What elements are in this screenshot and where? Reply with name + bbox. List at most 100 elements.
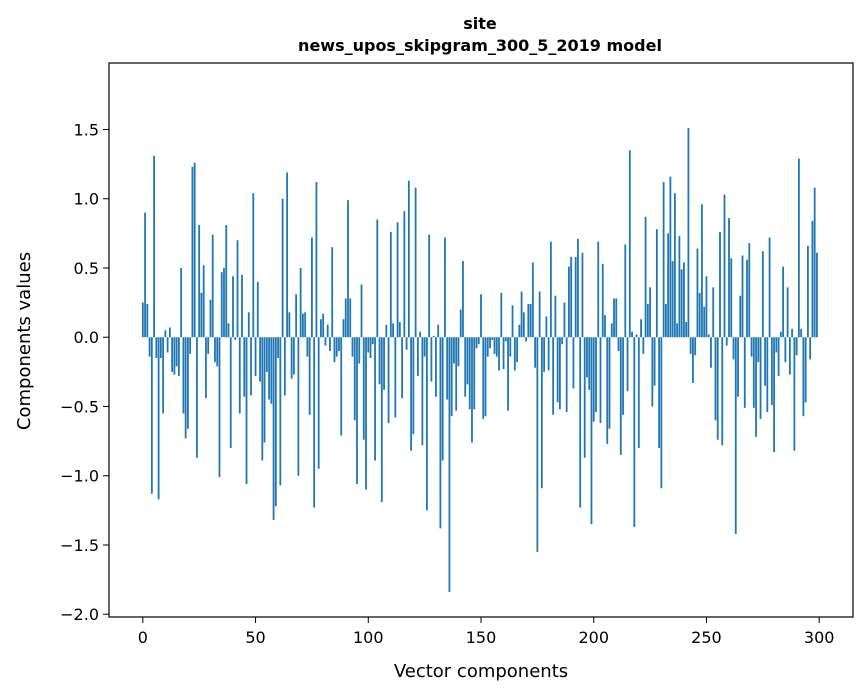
bar-128 — [430, 337, 433, 382]
bar-292 — [800, 328, 803, 338]
bar-225 — [649, 287, 651, 338]
bar-252 — [710, 337, 712, 368]
bar-279 — [770, 337, 773, 406]
bar-283 — [779, 331, 782, 338]
bar-178 — [543, 337, 546, 372]
bar-46 — [245, 337, 248, 485]
bar-133 — [441, 337, 444, 461]
bar-177 — [540, 337, 543, 489]
bar-215 — [626, 337, 629, 392]
bar-83 — [329, 337, 331, 352]
bar-24 — [196, 337, 198, 458]
bar-132 — [439, 337, 442, 529]
bar-233 — [667, 233, 670, 338]
bar-282 — [777, 337, 780, 377]
bar-160 — [502, 337, 505, 370]
bar-189 — [568, 266, 570, 338]
bar-141 — [459, 309, 462, 338]
bar-210 — [615, 298, 618, 338]
bar-126 — [425, 337, 428, 511]
bar-162 — [507, 337, 509, 411]
bar-4 — [150, 337, 153, 494]
bar-122 — [416, 337, 419, 377]
bar-297 — [811, 220, 814, 338]
bar-10 — [164, 330, 167, 338]
bar-109 — [387, 337, 390, 424]
bar-296 — [809, 337, 812, 360]
bar-228 — [655, 229, 658, 338]
bar-263 — [734, 337, 737, 534]
bar-234 — [669, 176, 672, 338]
bar-79 — [320, 319, 322, 338]
bar-241 — [685, 321, 688, 338]
bar-205 — [604, 315, 606, 338]
bar-185 — [559, 337, 561, 410]
bar-30 — [209, 299, 212, 338]
bar-227 — [653, 337, 656, 386]
bar-264 — [737, 337, 739, 397]
bar-63 — [283, 337, 286, 396]
bar-202 — [597, 241, 600, 338]
bar-242 — [687, 128, 690, 338]
bar-207 — [608, 337, 611, 429]
bar-212 — [619, 337, 622, 455]
bar-158 — [498, 337, 500, 371]
bar-72 — [304, 312, 307, 338]
bar-101 — [369, 337, 372, 359]
bar-66 — [290, 337, 293, 379]
bar-250 — [705, 276, 708, 338]
bar-100 — [367, 337, 370, 353]
bar-1 — [144, 212, 146, 338]
bar-240 — [683, 262, 685, 338]
bar-107 — [383, 337, 385, 390]
bar-50 — [254, 337, 257, 377]
bar-125 — [423, 337, 426, 357]
bar-153 — [486, 337, 489, 357]
x-axis-ticks: 0 50 100 150 200 250 300 — [138, 617, 834, 647]
bar-236 — [673, 193, 676, 338]
bar-92 — [349, 298, 352, 338]
bar-168 — [520, 291, 523, 338]
bar-229 — [658, 337, 661, 449]
bar-154 — [489, 337, 491, 349]
bar-243 — [689, 337, 692, 354]
bar-171 — [527, 303, 530, 338]
bar-230 — [660, 337, 663, 489]
bar-39 — [229, 337, 232, 449]
bar-175 — [536, 337, 539, 552]
bar-124 — [421, 337, 424, 446]
bar-36 — [223, 267, 225, 338]
bar-59 — [274, 337, 277, 507]
bar-21 — [189, 337, 192, 354]
bar-116 — [403, 211, 406, 338]
bar-120 — [412, 337, 415, 435]
bar-248 — [701, 204, 703, 338]
y-tick-label: −1.5 — [60, 536, 99, 555]
bar-13 — [171, 337, 174, 372]
bar-28 — [205, 337, 207, 399]
bar-261 — [730, 258, 733, 338]
bar-131 — [437, 324, 440, 338]
bar-53 — [261, 337, 264, 461]
bar-299 — [816, 252, 818, 338]
bar-60 — [277, 337, 279, 359]
bar-169 — [522, 312, 525, 338]
bar-86 — [335, 337, 338, 357]
bar-106 — [380, 337, 383, 503]
bar-146 — [471, 337, 473, 443]
bar-99 — [365, 337, 367, 490]
bar-57 — [270, 337, 273, 404]
x-tick-label: 150 — [466, 628, 497, 647]
bar-204 — [601, 263, 604, 338]
bar-268 — [746, 259, 748, 338]
bar-8 — [159, 337, 162, 359]
y-axis-label: Components values — [14, 252, 35, 430]
bar-102 — [371, 337, 374, 345]
bar-129 — [432, 335, 435, 338]
bar-123 — [419, 331, 422, 338]
bar-48 — [250, 337, 252, 396]
bar-3 — [148, 337, 151, 357]
bar-118 — [407, 180, 410, 338]
bar-41 — [234, 337, 237, 340]
